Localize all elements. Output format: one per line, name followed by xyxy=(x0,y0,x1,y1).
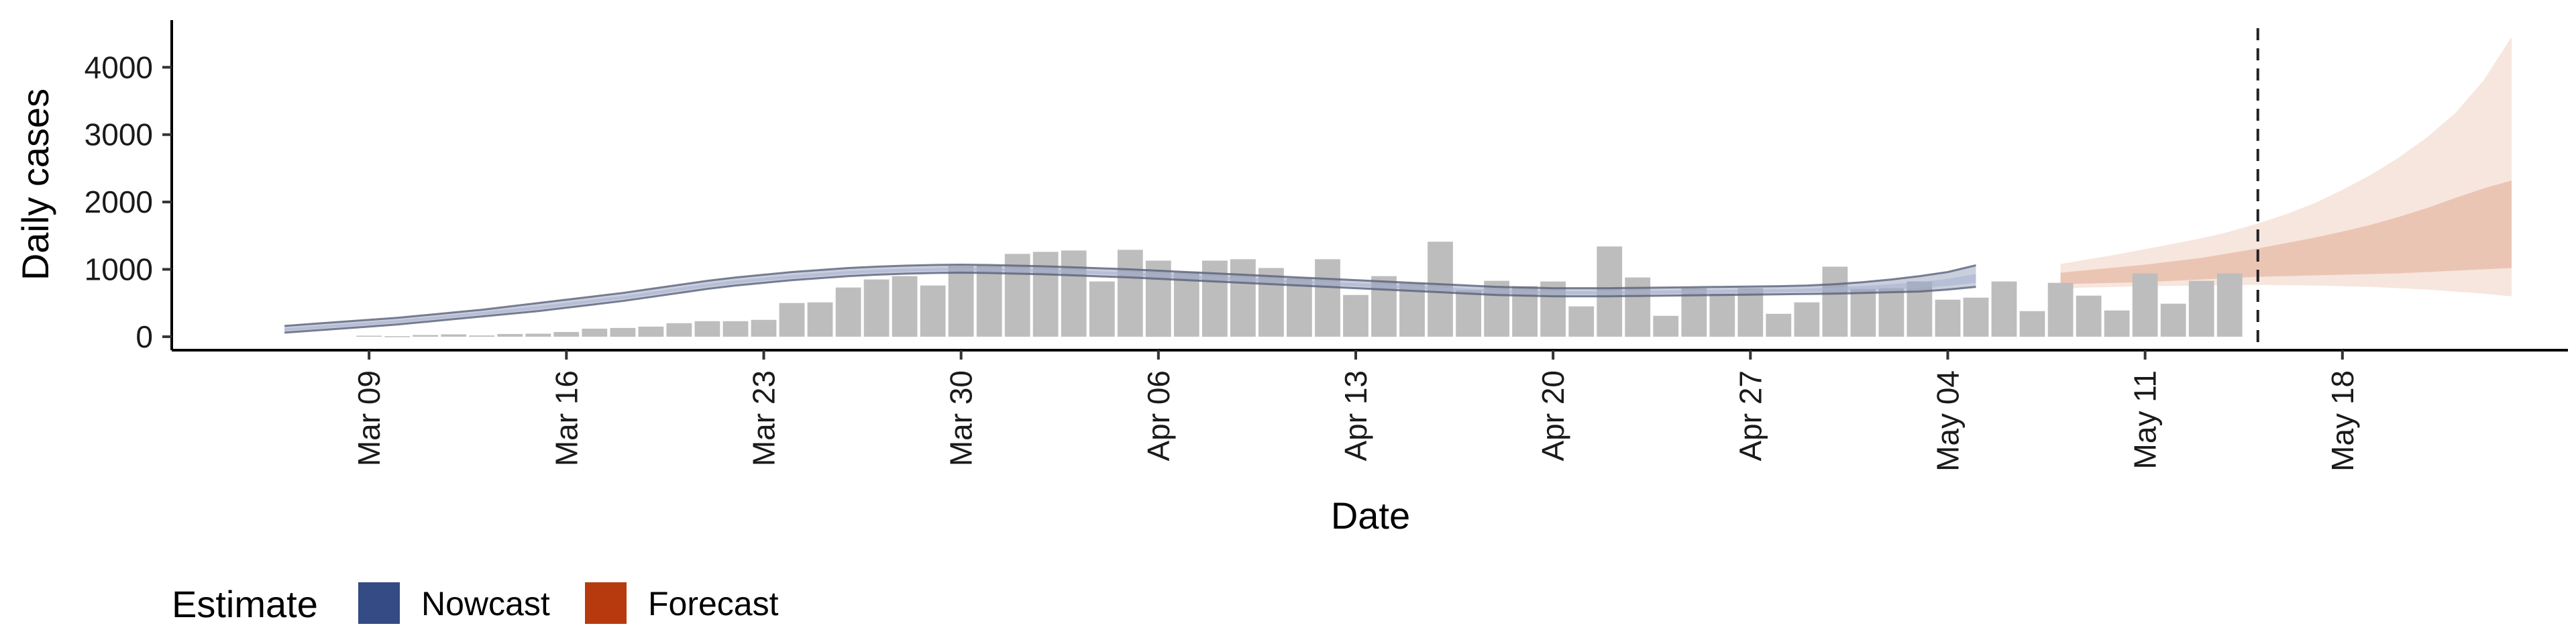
case-bar xyxy=(1625,277,1651,337)
case-bar xyxy=(1173,272,1199,337)
x-tick-label: Apr 20 xyxy=(1536,370,1570,462)
case-bar xyxy=(1032,252,1059,337)
x-tick-label: May 11 xyxy=(2128,370,2163,469)
case-bar xyxy=(892,276,918,337)
y-tick-label: 4000 xyxy=(85,50,153,85)
case-bar xyxy=(469,335,495,337)
case-bar xyxy=(694,321,720,337)
case-bar xyxy=(384,336,411,337)
nowcast-lower-line xyxy=(284,271,1976,334)
x-tick-label: May 04 xyxy=(1930,370,1965,472)
case-bar xyxy=(863,279,890,337)
case-bar xyxy=(1061,250,1087,337)
x-tick-label: Mar 09 xyxy=(352,370,386,466)
case-bar xyxy=(722,321,749,337)
forecast-ribbons xyxy=(2060,37,2512,297)
case-bar xyxy=(2132,273,2158,337)
legend-swatch-forecast xyxy=(585,582,627,624)
case-bar xyxy=(1568,306,1595,337)
y-tick-label: 1000 xyxy=(85,252,153,287)
case-bar xyxy=(610,327,636,337)
case-bar xyxy=(413,335,439,337)
case-bar xyxy=(948,266,974,337)
case-bar xyxy=(1456,290,1481,337)
case-bar xyxy=(441,334,467,337)
case-bar xyxy=(1878,288,1904,337)
case-bar xyxy=(1963,297,1989,337)
case-bar xyxy=(920,285,946,337)
case-bar xyxy=(1343,294,1368,337)
case-bar xyxy=(807,302,833,337)
y-tick-label: 2000 xyxy=(85,184,153,219)
legend: Estimate Nowcast Forecast xyxy=(172,582,779,625)
y-ticks: 0 1000 2000 3000 4000 xyxy=(85,50,172,354)
nowcast-upper-line xyxy=(284,263,1976,327)
case-bar xyxy=(835,287,861,337)
case-bar xyxy=(1991,281,2017,337)
legend-title: Estimate xyxy=(172,583,318,625)
case-bar xyxy=(638,326,664,337)
case-bar xyxy=(1766,313,1792,337)
x-tick-label: Apr 27 xyxy=(1733,370,1768,462)
case-bar xyxy=(779,303,805,337)
x-axis-title: Date xyxy=(1331,494,1410,537)
case-bar xyxy=(666,323,692,337)
case-bar xyxy=(1653,315,1679,337)
case-bar xyxy=(2076,295,2102,337)
reported-cases-bars xyxy=(356,241,2243,337)
y-tick-label: 0 xyxy=(136,319,153,354)
forecast-ribbon-90 xyxy=(2060,37,2512,297)
x-tick-label: Mar 23 xyxy=(746,370,781,466)
legend-label-forecast: Forecast xyxy=(648,585,779,623)
case-bar xyxy=(497,333,523,337)
case-bar xyxy=(1117,250,1143,337)
case-bar xyxy=(356,335,382,337)
case-bar xyxy=(2047,282,2074,337)
case-bar xyxy=(1737,288,1764,337)
forecast-ribbon-50 xyxy=(2060,180,2512,284)
case-bar xyxy=(1287,278,1312,337)
y-axis: 0 1000 2000 3000 4000 xyxy=(85,20,173,354)
case-bar xyxy=(1540,281,1566,337)
case-bar xyxy=(1089,281,1115,337)
y-axis-title: Daily cases xyxy=(14,89,56,280)
case-bar xyxy=(1315,259,1340,337)
legend-label-nowcast: Nowcast xyxy=(421,585,550,623)
case-bar xyxy=(2216,273,2243,337)
case-bar xyxy=(1794,302,1820,337)
case-bar xyxy=(2160,303,2186,337)
case-bar xyxy=(1004,254,1030,337)
case-bar xyxy=(1935,299,1961,337)
case-bar xyxy=(1850,288,1876,337)
x-tick-label: Mar 16 xyxy=(549,370,584,466)
case-bar xyxy=(582,328,608,337)
x-ticks: Mar 09 Mar 16 Mar 23 Mar 30 Apr 06 Apr 13 Apr … xyxy=(352,350,2360,472)
plot-area xyxy=(284,28,2512,350)
case-bar xyxy=(751,319,777,337)
case-bar xyxy=(2019,311,2045,337)
y-tick-label: 3000 xyxy=(85,117,153,152)
x-tick-label: Mar 30 xyxy=(944,370,979,466)
legend-swatch-nowcast xyxy=(358,582,400,624)
x-axis: Mar 09 Mar 16 Mar 23 Mar 30 Apr 06 Apr 13 Apr … xyxy=(172,349,2568,472)
x-tick-label: May 18 xyxy=(2325,370,2360,472)
case-bar xyxy=(553,331,580,337)
case-bar xyxy=(525,333,551,337)
case-bar xyxy=(2104,310,2130,337)
case-bar xyxy=(1230,259,1256,337)
case-bar xyxy=(2188,280,2214,337)
nowcast-ribbons xyxy=(284,263,1976,334)
case-bar xyxy=(1822,266,1848,337)
x-tick-label: Apr 13 xyxy=(1338,370,1373,462)
case-bar xyxy=(976,265,1002,337)
x-tick-label: Apr 06 xyxy=(1141,370,1176,462)
case-bar xyxy=(1709,293,1735,337)
